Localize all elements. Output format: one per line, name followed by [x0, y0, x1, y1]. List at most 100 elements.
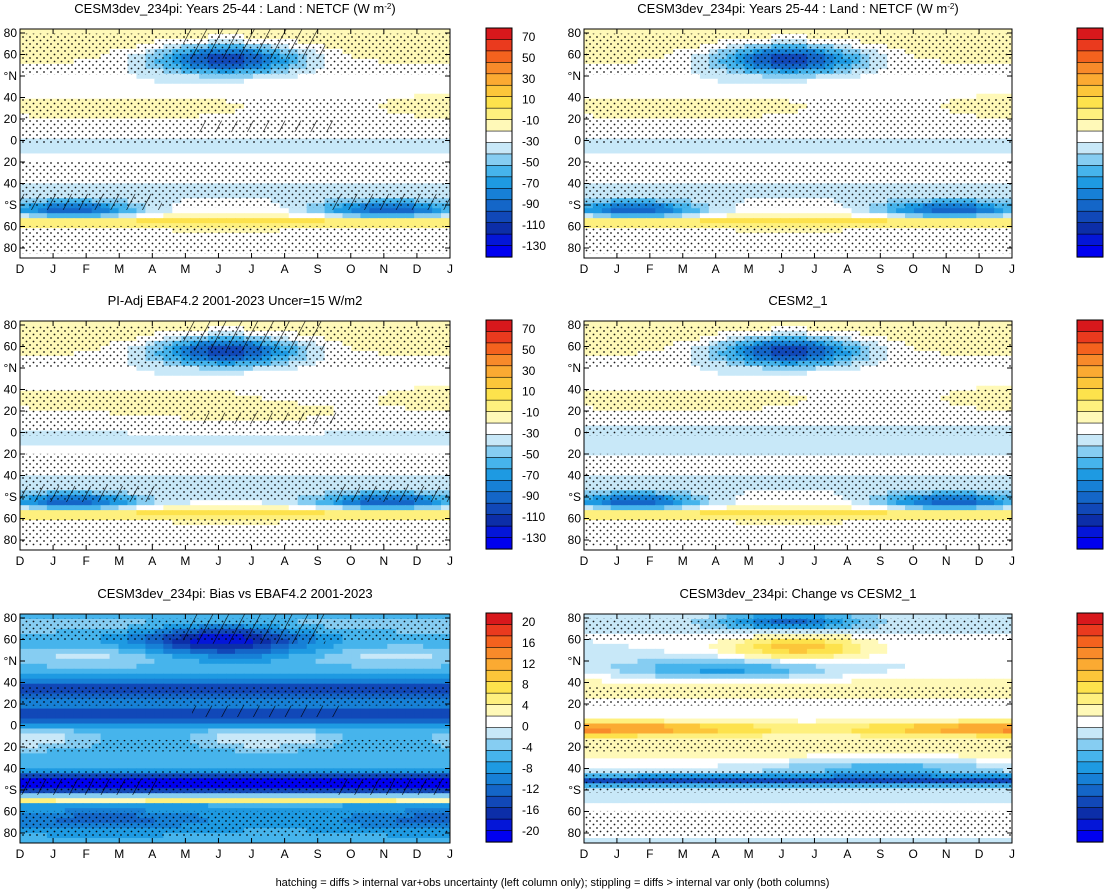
heatmap-cell	[118, 158, 129, 165]
heatmap-cell	[664, 153, 674, 160]
heatmap-cell	[55, 88, 66, 95]
heatmap-cell	[798, 93, 808, 100]
heatmap-cell	[815, 208, 826, 214]
colorbar-frame	[485, 27, 513, 258]
heatmap-cell	[46, 213, 57, 219]
heatmap-cell	[833, 213, 844, 219]
heatmap-cell	[753, 29, 763, 35]
heatmap-cell	[994, 153, 1004, 160]
heatmap-cell	[100, 93, 111, 100]
heatmap-cell	[20, 213, 30, 219]
heatmap-cell	[369, 143, 379, 150]
heatmap-cell	[351, 213, 362, 219]
panel-title: PI-Adj EBAF4.2 2001-2023 Uncer=15 W/m2	[108, 293, 363, 308]
heatmap-cell	[762, 93, 772, 100]
heatmap-cell	[118, 218, 129, 224]
heatmap-cell	[673, 148, 683, 155]
heatmap-cell	[994, 213, 1004, 219]
heatmap-cell	[243, 88, 254, 95]
heatmap-cell	[387, 253, 397, 258]
heatmap-cell	[351, 148, 362, 155]
heatmap-cell	[922, 218, 933, 224]
heatmap-cell	[726, 78, 737, 85]
heatmap-cell	[414, 321, 424, 327]
colorbar-swatch	[1076, 73, 1104, 86]
colorbar-swatch	[485, 210, 513, 224]
heatmap-cell	[387, 88, 397, 95]
heatmap-cell	[351, 208, 362, 214]
heatmap-cell	[762, 143, 772, 150]
heatmap-cell	[976, 73, 986, 80]
heatmap-cell	[922, 29, 933, 35]
heatmap-cell	[226, 83, 236, 90]
heatmap-cell	[762, 253, 772, 258]
heatmap-cell	[860, 208, 870, 214]
heatmap-cell	[735, 29, 746, 35]
heatmap-cell	[306, 88, 317, 95]
heatmap-cell	[37, 88, 48, 95]
heatmap-cell	[860, 218, 870, 224]
heatmap-cell	[306, 153, 317, 160]
heatmap-cell	[217, 208, 227, 214]
heatmap-cell	[109, 148, 120, 155]
heatmap-cell	[967, 88, 977, 95]
heatmap-cell	[432, 148, 442, 155]
heatmap-cell	[753, 93, 763, 100]
heatmap-cell	[940, 218, 951, 224]
heatmap-cell	[637, 73, 648, 80]
x-tick-label: J	[215, 262, 221, 276]
heatmap-cell	[913, 143, 924, 150]
heatmap-cell	[878, 29, 888, 35]
heatmap	[20, 29, 450, 258]
heatmap-cell	[717, 93, 728, 100]
x-tick-label: J	[50, 262, 56, 276]
heatmap-cell	[592, 153, 603, 160]
colorbar-label: -90	[522, 197, 540, 211]
heatmap-cell	[708, 148, 719, 155]
heatmap-cell	[91, 208, 102, 214]
colorbar-label: 10	[522, 93, 536, 107]
heatmap-cell	[369, 78, 379, 85]
heatmap-cell	[154, 213, 164, 219]
heatmap-cell	[342, 148, 353, 155]
heatmap-cell	[717, 29, 728, 35]
heatmap-cell	[699, 148, 710, 155]
heatmap-cell	[771, 143, 781, 150]
heatmap-cell	[396, 208, 406, 214]
heatmap-cell	[109, 208, 120, 214]
heatmap-cell	[208, 83, 218, 90]
heatmap-cell	[127, 158, 138, 165]
heatmap-cell	[913, 208, 924, 214]
heatmap-cell	[940, 158, 951, 165]
heatmap-cell	[136, 218, 147, 224]
x-tick-label: S	[314, 262, 322, 276]
heatmap-cell	[735, 153, 746, 160]
heatmap-cell	[913, 73, 924, 80]
heatmap-cell	[288, 148, 299, 155]
heatmap-cell	[949, 78, 960, 85]
heatmap-cell	[771, 153, 781, 160]
heatmap-cell	[235, 153, 245, 160]
heatmap-cell	[699, 208, 710, 214]
heatmap-cell	[414, 148, 424, 155]
heatmap-cell	[655, 83, 665, 90]
heatmap-cell	[423, 83, 433, 90]
heatmap-cell	[315, 218, 326, 224]
heatmap-cell	[226, 143, 236, 150]
heatmap-cell	[297, 78, 308, 85]
heatmap-cell	[664, 83, 674, 90]
heatmap-cell	[833, 93, 844, 100]
heatmap-cell	[145, 321, 155, 327]
heatmap-cell	[735, 158, 746, 165]
heatmap-cell	[949, 83, 960, 90]
heatmap-cell	[637, 158, 648, 165]
heatmap-cell	[82, 93, 93, 100]
heatmap-cell	[109, 88, 120, 95]
heatmap-cell	[708, 153, 719, 160]
heatmap-cell	[136, 88, 147, 95]
heatmap-cell	[28, 143, 39, 150]
heatmap-cell	[181, 143, 191, 150]
heatmap-cell	[423, 93, 433, 100]
heatmap-cell	[753, 73, 763, 80]
heatmap-cell	[646, 218, 656, 224]
